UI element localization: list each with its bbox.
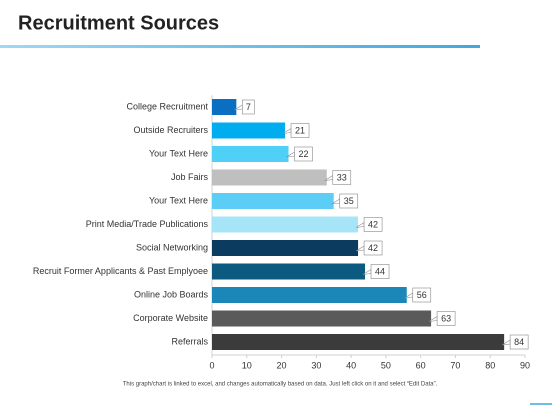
- value-label: 84: [514, 337, 524, 347]
- bar: [212, 122, 286, 139]
- label-box: [363, 240, 383, 256]
- bar: [212, 169, 327, 186]
- label-box: [294, 146, 313, 162]
- value-label: 56: [417, 290, 427, 300]
- y-tick-label: Corporate Website: [133, 313, 208, 323]
- label-box: [242, 99, 255, 115]
- label-box: [436, 311, 456, 326]
- bar: [212, 193, 334, 209]
- chart-title: Recruitment Sources: [18, 12, 219, 34]
- value-label: 22: [299, 149, 309, 159]
- x-tick-label: 20: [277, 360, 287, 370]
- x-tick-label: 70: [450, 360, 460, 370]
- x-tick-label: 0: [209, 360, 214, 370]
- value-label: 42: [368, 243, 378, 253]
- bar: [212, 240, 359, 256]
- label-box: [509, 334, 529, 350]
- y-tick-label: Your Text Here: [149, 148, 208, 158]
- footnote: This graph/chart is linked to excel, and…: [123, 382, 438, 388]
- value-label: 35: [344, 196, 354, 206]
- bar: [212, 146, 289, 162]
- value-label: 42: [368, 219, 378, 229]
- title-underline: [0, 45, 480, 48]
- value-label: 7: [246, 102, 251, 112]
- label-box: [370, 264, 390, 279]
- y-tick-label: Recruit Former Applicants & Past Emplyoe…: [33, 266, 208, 276]
- x-tick-label: 60: [416, 360, 426, 370]
- bar: [212, 310, 432, 327]
- x-tick-label: 50: [381, 360, 391, 370]
- x-tick-label: 90: [520, 360, 530, 370]
- x-tick-label: 10: [242, 360, 252, 370]
- bar: [212, 263, 366, 280]
- bar: [212, 99, 237, 115]
- bar: [212, 334, 505, 350]
- y-tick-label: Print Media/Trade Publications: [86, 219, 209, 229]
- bar: [212, 287, 407, 303]
- value-label: 63: [441, 313, 451, 323]
- bar: [212, 216, 359, 233]
- y-tick-label: College Recruitment: [126, 101, 208, 111]
- x-tick-label: 30: [311, 360, 321, 370]
- label-box: [290, 123, 310, 138]
- y-tick-label: Your Text Here: [149, 195, 208, 205]
- label-box: [363, 217, 383, 232]
- value-label: 44: [375, 266, 385, 276]
- x-tick-label: 40: [346, 360, 356, 370]
- value-label: 21: [295, 125, 305, 135]
- y-tick-label: Online Job Boards: [134, 289, 209, 299]
- y-tick-label: Job Fairs: [171, 172, 209, 182]
- y-tick-label: Outside Recruiters: [133, 125, 208, 135]
- label-box: [339, 193, 359, 209]
- label-box: [412, 287, 432, 303]
- value-label: 33: [337, 172, 347, 182]
- label-box: [332, 170, 352, 185]
- x-tick-label: 80: [485, 360, 495, 370]
- y-tick-label: Referrals: [171, 336, 208, 346]
- y-tick-label: Social Networking: [136, 242, 208, 252]
